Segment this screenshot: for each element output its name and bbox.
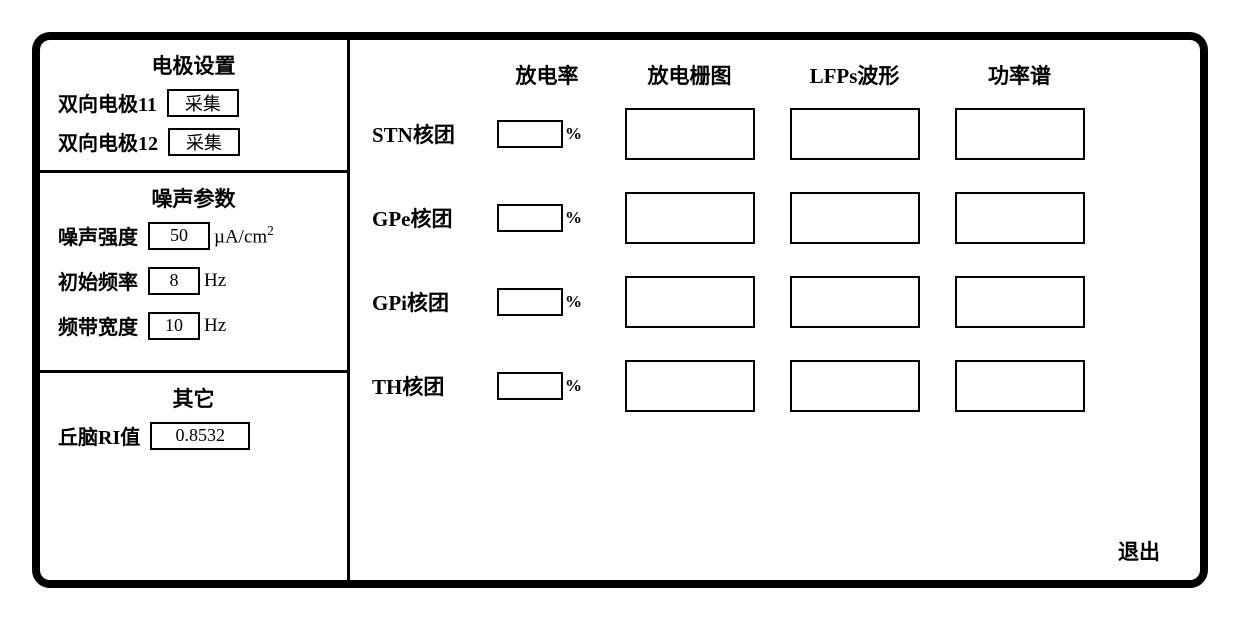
gpi-rate-input[interactable] [497, 288, 563, 316]
th-raster-plot[interactable] [625, 360, 755, 412]
ri-input[interactable] [150, 422, 250, 450]
noise-bandwidth-input[interactable] [148, 312, 200, 340]
electrode-row-11: 双向电极11 [58, 88, 329, 117]
th-lfp-plot[interactable] [790, 360, 920, 412]
gpe-power-cell [937, 192, 1102, 244]
gpi-rate-cell: % [487, 288, 607, 316]
noise-startfreq-input[interactable] [148, 267, 200, 295]
th-row: TH核团 % [372, 360, 1178, 412]
th-percent-icon: % [565, 376, 582, 396]
gpe-percent-icon: % [565, 208, 582, 228]
right-panel: 放电率 放电栅图 LFPs波形 功率谱 STN核团 % GPe核团 % [350, 40, 1200, 580]
raster-header: 放电栅图 [607, 60, 772, 90]
noise-startfreq-label: 初始频率 [58, 266, 138, 295]
th-power-cell [937, 360, 1102, 412]
gpi-raster-cell [607, 276, 772, 328]
stn-rate-cell: % [487, 120, 607, 148]
gpi-power-cell [937, 276, 1102, 328]
noise-intensity-label: 噪声强度 [58, 221, 138, 250]
gpe-label: GPe核团 [372, 203, 487, 233]
gpe-rate-input[interactable] [497, 204, 563, 232]
gpi-lfp-cell [772, 276, 937, 328]
electrode-11-input[interactable] [167, 89, 239, 117]
rate-header: 放电率 [487, 60, 607, 90]
gpe-raster-cell [607, 192, 772, 244]
gpe-raster-plot[interactable] [625, 192, 755, 244]
exit-button[interactable]: 退出 [1118, 536, 1160, 566]
gpe-power-plot[interactable] [955, 192, 1085, 244]
th-lfp-cell [772, 360, 937, 412]
noise-intensity-unit: µA/cm2 [214, 223, 274, 248]
gpi-lfp-plot[interactable] [790, 276, 920, 328]
electrode-12-label: 双向电极12 [58, 127, 158, 156]
noise-section: 噪声参数 噪声强度 µA/cm2 初始频率 Hz 频带宽度 Hz [40, 173, 347, 373]
gpe-row: GPe核团 % [372, 192, 1178, 244]
electrode-12-input[interactable] [168, 128, 240, 156]
noise-startfreq-row: 初始频率 Hz [58, 266, 329, 295]
ri-label: 丘脑RI值 [58, 421, 140, 450]
stn-raster-plot[interactable] [625, 108, 755, 160]
th-power-plot[interactable] [955, 360, 1085, 412]
th-rate-cell: % [487, 372, 607, 400]
gpi-power-plot[interactable] [955, 276, 1085, 328]
main-container: 电极设置 双向电极11 双向电极12 噪声参数 噪声强度 µA/cm2 初始频率… [32, 32, 1208, 588]
noise-bandwidth-label: 频带宽度 [58, 311, 138, 340]
stn-rate-input[interactable] [497, 120, 563, 148]
ri-row: 丘脑RI值 [58, 421, 329, 450]
gpe-lfp-plot[interactable] [790, 192, 920, 244]
th-raster-cell [607, 360, 772, 412]
stn-lfp-cell [772, 108, 937, 160]
stn-power-plot[interactable] [955, 108, 1085, 160]
noise-intensity-row: 噪声强度 µA/cm2 [58, 221, 329, 250]
stn-percent-icon: % [565, 124, 582, 144]
electrode-title: 电极设置 [58, 50, 329, 80]
lfp-header: LFPs波形 [772, 60, 937, 90]
noise-bandwidth-unit: Hz [204, 315, 226, 337]
electrode-section: 电极设置 双向电极11 双向电极12 [40, 40, 347, 173]
stn-raster-cell [607, 108, 772, 160]
gpi-percent-icon: % [565, 292, 582, 312]
gpi-label: GPi核团 [372, 287, 487, 317]
noise-title: 噪声参数 [58, 183, 329, 213]
stn-label: STN核团 [372, 119, 487, 149]
column-headers: 放电率 放电栅图 LFPs波形 功率谱 [372, 52, 1178, 90]
th-rate-input[interactable] [497, 372, 563, 400]
other-section: 其它 丘脑RI值 [40, 373, 347, 580]
th-label: TH核团 [372, 371, 487, 401]
electrode-11-label: 双向电极11 [58, 88, 157, 117]
left-panel: 电极设置 双向电极11 双向电极12 噪声参数 噪声强度 µA/cm2 初始频率… [40, 40, 350, 580]
noise-bandwidth-row: 频带宽度 Hz [58, 311, 329, 340]
stn-row: STN核团 % [372, 108, 1178, 160]
stn-lfp-plot[interactable] [790, 108, 920, 160]
electrode-row-12: 双向电极12 [58, 127, 329, 156]
gpi-row: GPi核团 % [372, 276, 1178, 328]
noise-startfreq-unit: Hz [204, 270, 226, 292]
other-title: 其它 [58, 383, 329, 413]
stn-power-cell [937, 108, 1102, 160]
gpe-lfp-cell [772, 192, 937, 244]
power-header: 功率谱 [937, 60, 1102, 90]
noise-intensity-input[interactable] [148, 222, 210, 250]
gpi-raster-plot[interactable] [625, 276, 755, 328]
gpe-rate-cell: % [487, 204, 607, 232]
